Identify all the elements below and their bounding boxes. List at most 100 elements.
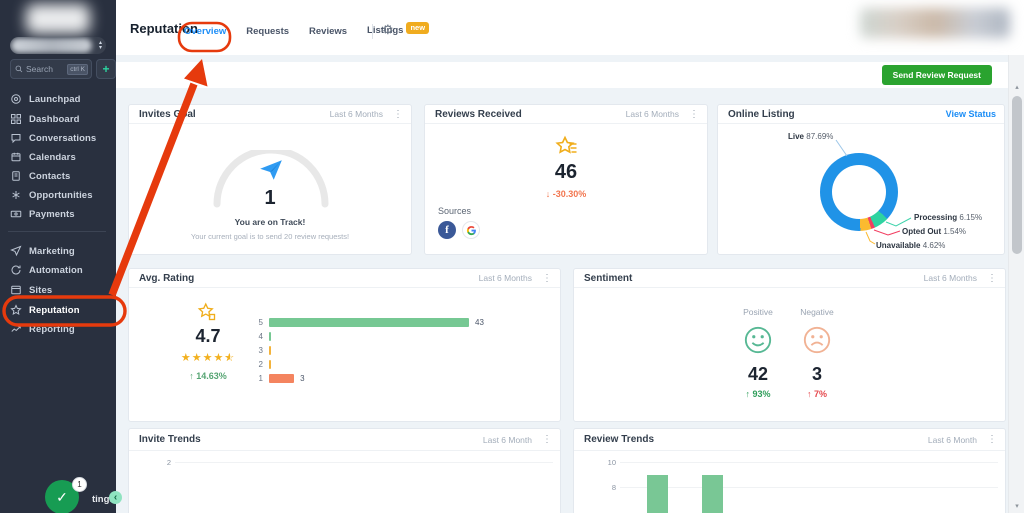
sidebar-item-contacts[interactable]: Contacts [10, 168, 110, 184]
paper-plane-icon [10, 245, 22, 257]
rating-bar [269, 331, 271, 341]
scroll-down-arrow[interactable]: ▾ [1015, 503, 1019, 510]
reputation-toolbar: Send Review Request [116, 62, 1008, 88]
plus-icon: + [102, 62, 110, 76]
vertical-scrollbar[interactable]: ▴ ▾ [1008, 55, 1024, 513]
search-icon [15, 65, 23, 73]
review-trends-chart: 10 8 [574, 451, 1005, 513]
card-title: Invites Goal [139, 108, 196, 120]
sidebar-item-conversations[interactable]: Conversations [10, 130, 110, 146]
card-menu-button[interactable]: ⋮ [542, 272, 552, 284]
account-switcher[interactable]: ▴ ▾ [10, 37, 106, 54]
facebook-icon[interactable]: f [438, 221, 456, 239]
sidebar-item-opportunities[interactable]: Opportunities [10, 187, 110, 203]
sidebar-item-payments[interactable]: Payments [10, 206, 110, 222]
sidebar-collapse-button[interactable]: ‹ [109, 491, 122, 504]
card-menu-button[interactable]: ⋮ [987, 272, 997, 284]
sidebar-item-reporting[interactable]: Reporting [10, 321, 110, 337]
negative-value: 3 [811, 364, 822, 384]
card-title: Online Listing [728, 108, 795, 120]
send-review-request-button[interactable]: Send Review Request [881, 65, 992, 85]
card-menu-button[interactable]: ⋮ [393, 108, 403, 120]
new-badge: new [406, 22, 430, 34]
card-menu-button[interactable]: ⋮ [987, 434, 997, 445]
sidebar-item-sites[interactable]: Sites [10, 282, 110, 298]
automation-refresh-icon [10, 264, 22, 276]
avg-rating-change: ↑ 14.63% [189, 371, 227, 381]
browser-window-icon [10, 284, 22, 296]
rating-bar-row: 5 43 [258, 317, 484, 327]
gridline: 2 [167, 458, 553, 467]
reviews-received-value: 46 [554, 161, 578, 183]
positive-change: ↑ 93% [745, 389, 771, 399]
sidebar-item-automation[interactable]: Automation [10, 262, 110, 278]
sidebar-item-reputation[interactable]: Reputation [10, 302, 110, 318]
donut-label-live: Live 87.69% [788, 132, 834, 141]
sidebar-item-launchpad[interactable]: Launchpad [10, 91, 110, 107]
card-title: Reviews Received [435, 108, 522, 120]
trend-bar [701, 474, 723, 513]
card-menu-button[interactable]: ⋮ [689, 108, 699, 120]
scrollbar-thumb[interactable] [1012, 96, 1022, 254]
rating-bar-row: 2 [251, 357, 541, 371]
settings-gear-icon[interactable]: ⚙ [382, 22, 394, 37]
down-arrow-icon: ↓ [545, 189, 551, 199]
gridline: 10 [608, 458, 998, 467]
user-account-blurred[interactable] [860, 8, 1010, 38]
negative-label: Negative [800, 307, 834, 317]
sidebar-item-marketing[interactable]: Marketing [10, 243, 110, 259]
card-invites-goal: Invites Goal Last 6 Months ⋮ 1 You are o… [128, 104, 412, 255]
card-reviews-received: Reviews Received Last 6 Months ⋮ 46 ↓ -3… [424, 104, 708, 255]
star-rating-icon [197, 302, 216, 321]
card-menu-button[interactable]: ⋮ [542, 434, 552, 445]
search-input[interactable]: Search ctrl K [10, 59, 92, 79]
check-icon: ✓ [56, 488, 68, 505]
card-title: Review Trends [584, 434, 655, 445]
google-icon[interactable] [462, 221, 480, 239]
period-label: Last 6 Month [927, 434, 977, 445]
settings-partial-label[interactable]: tings [92, 494, 115, 505]
card-sentiment: Sentiment Last 6 Months ⋮ Positive 42 ↑ … [573, 268, 1006, 422]
scroll-up-arrow[interactable]: ▴ [1015, 84, 1019, 91]
frowny-face-icon [803, 326, 831, 354]
smiley-face-icon [744, 326, 772, 354]
donut-label-processing: Processing 6.15% [914, 213, 983, 222]
header-divider [372, 24, 373, 39]
star-icon [10, 304, 22, 316]
up-arrow-icon: ↑ [189, 371, 194, 381]
search-shortcut-badge: ctrl K [67, 63, 88, 75]
period-label: Last 6 Months [329, 109, 383, 119]
tab-overview[interactable]: Overview [184, 25, 227, 37]
tab-reviews[interactable]: Reviews [309, 25, 348, 37]
invites-goal-value: 1 [264, 187, 276, 209]
tab-requests[interactable]: Requests [246, 25, 290, 37]
contacts-book-icon [10, 170, 22, 182]
donut-label-opted-out: Opted Out 1.54% [902, 227, 967, 236]
opportunities-icon [10, 189, 22, 201]
chat-bubble-icon [10, 132, 22, 144]
sidebar-item-calendars[interactable]: Calendars [10, 149, 110, 165]
search-placeholder: Search [26, 64, 53, 74]
up-arrow-icon: ↑ [806, 389, 812, 399]
card-invite-trends: Invite Trends Last 6 Month ⋮ 2 [128, 428, 561, 513]
goal-gauge [213, 150, 329, 208]
positive-value: 42 [747, 364, 769, 384]
page-header: Reputation Overview Requests Reviews Lis… [116, 0, 1024, 55]
card-review-trends: Review Trends Last 6 Month ⋮ 10 8 [573, 428, 1006, 513]
chevron-left-icon: ‹ [113, 491, 118, 503]
period-label: Last 6 Months [478, 273, 532, 283]
negative-change: ↑ 7% [806, 389, 828, 399]
rating-distribution-bars: 5 43 4 3 2 1 3 [251, 315, 541, 385]
tab-listings[interactable]: Listings new [367, 22, 430, 37]
avg-rating-value: 4.7 [195, 326, 221, 346]
period-label: Last 6 Months [923, 273, 977, 283]
view-status-link[interactable]: View Status [945, 109, 996, 119]
notification-count-badge: 1 [72, 477, 87, 492]
quick-add-button[interactable]: + [96, 59, 116, 79]
reviews-change: ↓ -30.30% [545, 189, 587, 199]
goal-status-text: You are on Track! [234, 217, 306, 227]
rating-bar [269, 359, 271, 369]
sidebar-item-dashboard[interactable]: Dashboard [10, 111, 110, 127]
